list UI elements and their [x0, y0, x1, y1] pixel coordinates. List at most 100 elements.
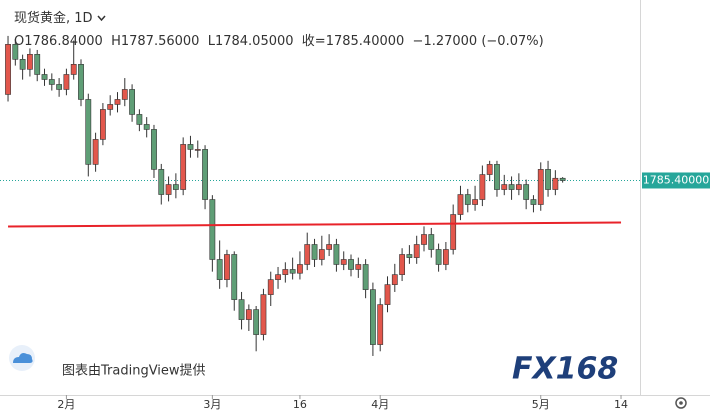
interval[interactable]: 1D — [74, 11, 93, 26]
candle-body — [494, 164, 500, 190]
candle-body — [187, 144, 194, 150]
open: 1786.84000 — [24, 34, 103, 49]
last-price-label: 1785.40000 — [643, 173, 709, 186]
candle-body — [501, 184, 508, 190]
candle-body — [508, 184, 515, 190]
candle-body — [545, 169, 551, 190]
candle-body — [318, 249, 325, 260]
chevron[interactable] — [97, 14, 106, 22]
candle-body — [253, 309, 260, 335]
candle-body — [333, 244, 340, 265]
x-tick-label: 3月 — [203, 398, 221, 411]
settings-icon[interactable] — [675, 397, 687, 409]
x-tick-label: 2月 — [57, 398, 75, 411]
candle-body — [552, 177, 559, 190]
open-label: O — [14, 34, 25, 49]
candle-body — [442, 249, 449, 265]
candle-body — [165, 184, 172, 195]
candle-body — [399, 254, 405, 275]
high: 1787.56000 — [120, 34, 200, 49]
candle-body — [231, 254, 238, 300]
candle-body — [19, 59, 26, 70]
candle-body — [56, 84, 63, 90]
candle-body — [559, 177, 566, 181]
candle-body — [224, 254, 230, 280]
candle-body — [136, 114, 143, 125]
candle-body — [238, 299, 245, 320]
candle-body — [12, 44, 19, 60]
candle-body — [78, 64, 84, 100]
candle-body — [428, 234, 435, 250]
high-label: H — [111, 34, 121, 49]
candle-body — [304, 244, 311, 265]
change: −1.27000 — [412, 34, 478, 49]
candle-body — [384, 284, 391, 305]
candle-body — [151, 129, 157, 170]
candle-body — [486, 164, 493, 175]
candle-body — [194, 149, 201, 151]
candle-body — [340, 259, 347, 265]
x-tick-label: 4月 — [371, 398, 389, 411]
candle-body — [85, 99, 92, 165]
candle-body — [523, 184, 530, 200]
symbol[interactable]: 现货黄金 — [14, 11, 67, 26]
candle-body — [129, 89, 135, 115]
candle-body — [472, 199, 478, 205]
candle-body — [34, 54, 41, 75]
candle-body — [114, 99, 121, 105]
candle-body — [457, 194, 464, 215]
candle-body — [121, 89, 128, 100]
candle-body — [92, 139, 99, 165]
candle-body — [377, 304, 384, 345]
logo: FX168 — [512, 352, 618, 387]
candle-body — [537, 169, 544, 205]
candle-body — [99, 109, 106, 140]
candle-body — [172, 184, 179, 190]
candle-body — [362, 264, 369, 290]
candle-body — [107, 104, 114, 110]
plot — [0, 35, 640, 356]
candle-body — [5, 44, 11, 95]
candle-body — [391, 274, 398, 285]
x-tick-label: 14 — [614, 398, 628, 411]
candle-body — [282, 269, 289, 275]
close-label: 收= — [301, 34, 326, 49]
candle-body — [348, 259, 354, 270]
candle-body — [406, 254, 413, 258]
candle-body — [180, 144, 187, 190]
candle-body — [260, 294, 267, 335]
candle-body — [41, 74, 48, 80]
candle-body — [202, 149, 208, 200]
credit: 图表由TradingView提供 — [62, 363, 206, 379]
candle-body — [311, 244, 318, 260]
candle-body — [326, 244, 333, 250]
candle-body — [158, 169, 165, 195]
candle-body — [515, 184, 522, 190]
x-tick-label: 5月 — [532, 398, 550, 411]
candle-body — [479, 174, 486, 200]
candle-body — [245, 309, 252, 320]
candle-body — [27, 54, 33, 70]
candle-body — [209, 199, 216, 260]
candle-body — [413, 244, 420, 258]
candle-body — [435, 249, 442, 265]
close: 1785.40000 — [325, 34, 405, 49]
change-pct: (−0.07%) — [481, 34, 544, 49]
candle-body — [297, 264, 303, 274]
candle-body — [143, 124, 150, 130]
candle-body — [63, 74, 70, 90]
candle-body — [355, 264, 362, 270]
tv-logo-cloud — [13, 353, 33, 363]
low-label: L — [207, 34, 215, 49]
candle-body — [70, 64, 77, 75]
candle-body — [450, 214, 457, 250]
candle-body — [216, 259, 223, 280]
symbol-line: 现货黄金, 1D — [14, 7, 106, 26]
ohlc-line: O1786.84000 H1787.56000 L1784.05000 收=17… — [14, 30, 544, 49]
candle-body — [370, 289, 376, 345]
candle-body — [289, 269, 296, 274]
candle-body — [267, 279, 274, 295]
trend-line — [8, 221, 622, 228]
